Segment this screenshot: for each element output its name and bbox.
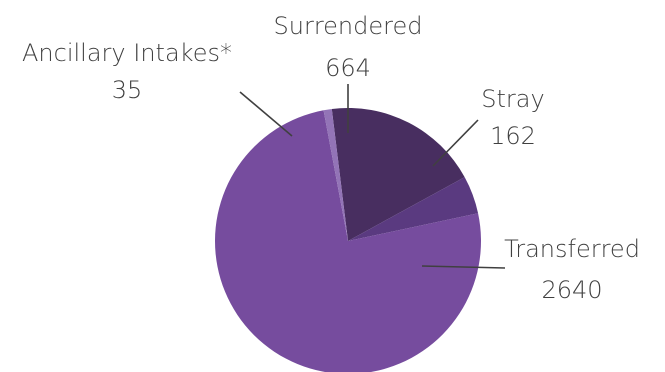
slice-label-ancillary: Ancillary Intakes* xyxy=(22,39,232,67)
slice-value-stray: 162 xyxy=(490,122,536,150)
pie-slice-stray xyxy=(348,177,479,241)
slice-label-stray: Stray xyxy=(481,85,544,113)
slice-label-transferred: Transferred xyxy=(504,235,640,263)
leader-line-stray xyxy=(432,119,479,167)
leader-line-ancillary xyxy=(239,91,293,137)
slice-value-ancillary: 35 xyxy=(112,76,143,104)
slice-value-surrendered: 664 xyxy=(325,54,371,82)
slice-label-surrendered: Surrendered xyxy=(274,12,423,40)
pie-slices xyxy=(215,107,481,372)
leader-line-transferred xyxy=(421,265,506,269)
pie-slice-transferred xyxy=(215,110,481,372)
pie-slice-surrendered xyxy=(331,107,465,241)
slice-value-transferred: 2640 xyxy=(541,276,602,304)
pie-slice-ancillary-intakes xyxy=(323,108,348,242)
